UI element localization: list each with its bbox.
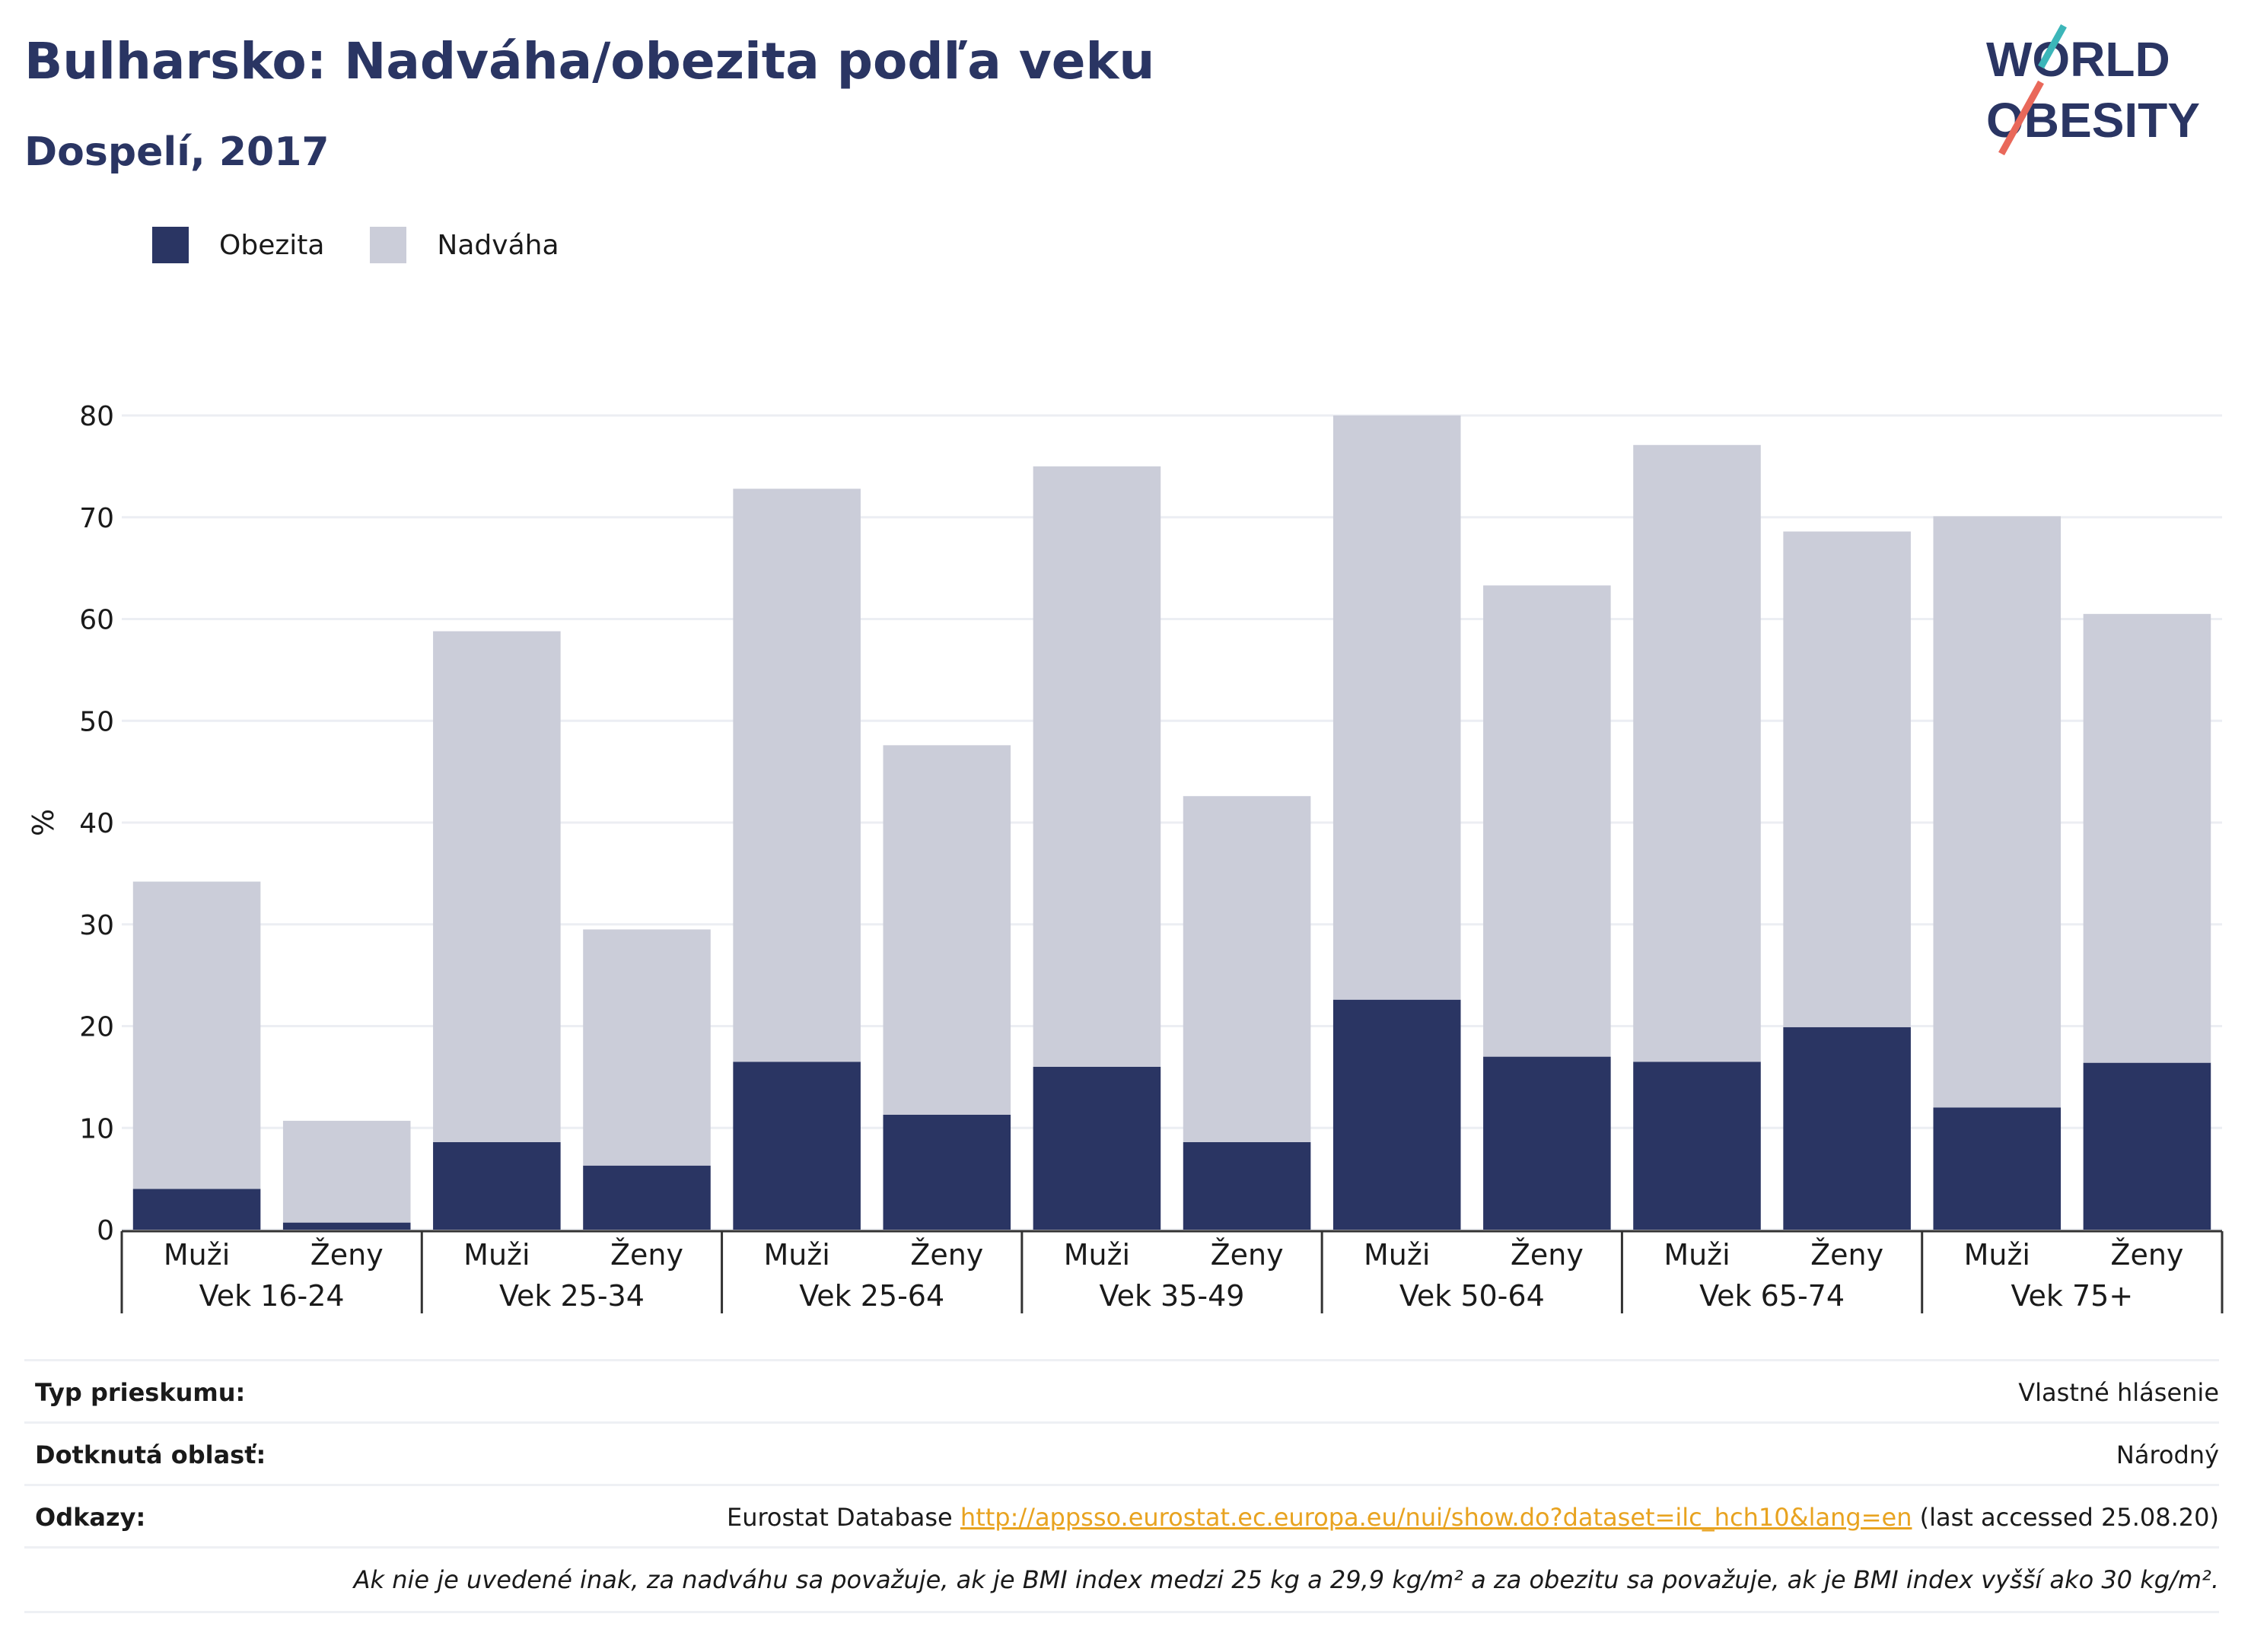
bar-nadvaha — [2083, 613, 2211, 1063]
legend-item-obezita: Obezita — [152, 227, 324, 263]
x-tick-label-sex: Muži — [1964, 1238, 2030, 1272]
y-tick-label: 80 — [79, 401, 114, 432]
references-row: Odkazy: Eurostat Database http://appsso.… — [24, 1484, 2219, 1549]
y-tick-label: 20 — [79, 1012, 114, 1043]
bar-nadvaha — [1033, 466, 1161, 1067]
bar-chart: 0 10 20 30 40 50 60 70 80% Muži Ženy Muži Ženy Muži Že… — [27, 401, 2224, 1313]
page-subtitle: Dospelí, 2017 — [24, 129, 330, 175]
survey-type-row: Typ prieskumu: Vlastné hlásenie — [24, 1359, 2219, 1424]
y-tick-label: 50 — [79, 706, 114, 737]
area-row: Dotknutá oblasť: Národný — [24, 1421, 2219, 1486]
x-group-label: Vek 25-34 — [499, 1279, 645, 1313]
bar-nadvaha — [883, 745, 1011, 1115]
x-group-label: Vek 35-49 — [1100, 1279, 1245, 1313]
y-tick-label: 70 — [79, 503, 114, 534]
x-tick-label-sex: Muži — [164, 1238, 230, 1272]
bar-nadvaha — [1933, 516, 2062, 1108]
legend-swatch-obezita — [152, 227, 189, 263]
y-tick-label: 60 — [79, 605, 114, 636]
x-tick-label-sex: Ženy — [2110, 1238, 2183, 1272]
bar-obezita — [433, 1141, 561, 1230]
references-label: Odkazy: — [35, 1503, 146, 1532]
y-tick-label: 0 — [97, 1215, 114, 1246]
x-group-label: Vek 65-74 — [1699, 1279, 1845, 1313]
bar-nadvaha — [132, 881, 261, 1189]
x-tick-label-sex: Muži — [1064, 1238, 1130, 1272]
bar-nadvaha — [733, 489, 861, 1062]
definition-note-row: Ak nie je uvedené inak, za nadváhu sa po… — [24, 1546, 2219, 1613]
x-tick-label-sex: Ženy — [1511, 1238, 1584, 1272]
bar-obezita — [583, 1165, 711, 1230]
bar-obezita — [132, 1189, 261, 1230]
survey-type-label: Typ prieskumu: — [35, 1378, 246, 1407]
y-axis-label: % — [27, 809, 60, 836]
bar-nadvaha — [1483, 585, 1611, 1057]
legend-swatch-nadvaha — [370, 227, 407, 263]
chart-legend: Obezita Nadváha — [152, 227, 605, 263]
bar-obezita — [1633, 1062, 1761, 1230]
definition-note: Ak nie je uvedené inak, za nadváhu sa po… — [353, 1565, 2219, 1594]
bar-nadvaha — [1783, 531, 1911, 1027]
bar-nadvaha — [1332, 415, 1461, 1000]
references-value: Eurostat Database http://appsso.eurostat… — [727, 1503, 2219, 1532]
bar-nadvaha — [433, 631, 561, 1142]
x-group-label: Vek 16-24 — [199, 1279, 345, 1313]
area-value: Národný — [2116, 1440, 2219, 1469]
survey-type-value: Vlastné hlásenie — [2018, 1378, 2219, 1407]
x-tick-label-sex: Ženy — [1211, 1238, 1284, 1272]
bar-obezita — [1332, 999, 1461, 1230]
y-tick-label: 10 — [79, 1113, 114, 1144]
x-tick-label-sex: Muži — [1364, 1238, 1430, 1272]
page-title: Bulharsko: Nadváha/obezita podľa veku — [24, 32, 1155, 91]
x-group-label: Vek 50-64 — [1399, 1279, 1545, 1313]
bar-obezita — [733, 1062, 861, 1230]
bar-nadvaha — [282, 1120, 411, 1223]
legend-label-nadvaha: Nadváha — [437, 229, 559, 261]
bar-nadvaha — [1633, 444, 1761, 1062]
legend-label-obezita: Obezita — [219, 229, 325, 261]
bar-obezita — [1933, 1107, 2062, 1230]
bar-obezita — [883, 1114, 1011, 1230]
bar-nadvaha — [583, 929, 711, 1166]
y-tick-label: 40 — [79, 808, 114, 839]
world-obesity-logo: WORLD OBESITY — [1986, 24, 2200, 156]
references-suffix: (last accessed 25.08.20) — [1919, 1503, 2219, 1532]
bar-obezita — [1033, 1067, 1161, 1230]
eurostat-link[interactable]: http://appsso.eurostat.ec.europa.eu/nui/… — [960, 1503, 1912, 1532]
x-group-label: Vek 25-64 — [799, 1279, 944, 1313]
x-tick-label-sex: Ženy — [1810, 1238, 1883, 1272]
x-tick-label-sex: Ženy — [910, 1238, 983, 1272]
bar-obezita — [282, 1222, 411, 1230]
x-tick-label-sex: Muži — [763, 1238, 829, 1272]
area-label: Dotknutá oblasť: — [35, 1440, 266, 1469]
bar-nadvaha — [1183, 796, 1311, 1142]
x-tick-label-sex: Ženy — [610, 1238, 683, 1272]
svg-text:WORLD: WORLD — [1986, 32, 2170, 87]
y-tick-label: 30 — [79, 910, 114, 941]
bar-obezita — [2083, 1062, 2211, 1230]
x-tick-label-sex: Ženy — [310, 1238, 384, 1272]
references-prefix: Eurostat Database — [726, 1503, 953, 1532]
bar-obezita — [1183, 1141, 1311, 1230]
x-tick-label-sex: Muži — [463, 1238, 530, 1272]
bar-obezita — [1783, 1027, 1911, 1230]
x-group-label: Vek 75+ — [2011, 1279, 2134, 1313]
x-tick-label-sex: Muži — [1664, 1238, 1730, 1272]
bar-obezita — [1483, 1056, 1611, 1230]
legend-item-nadvaha: Nadváha — [370, 227, 559, 263]
